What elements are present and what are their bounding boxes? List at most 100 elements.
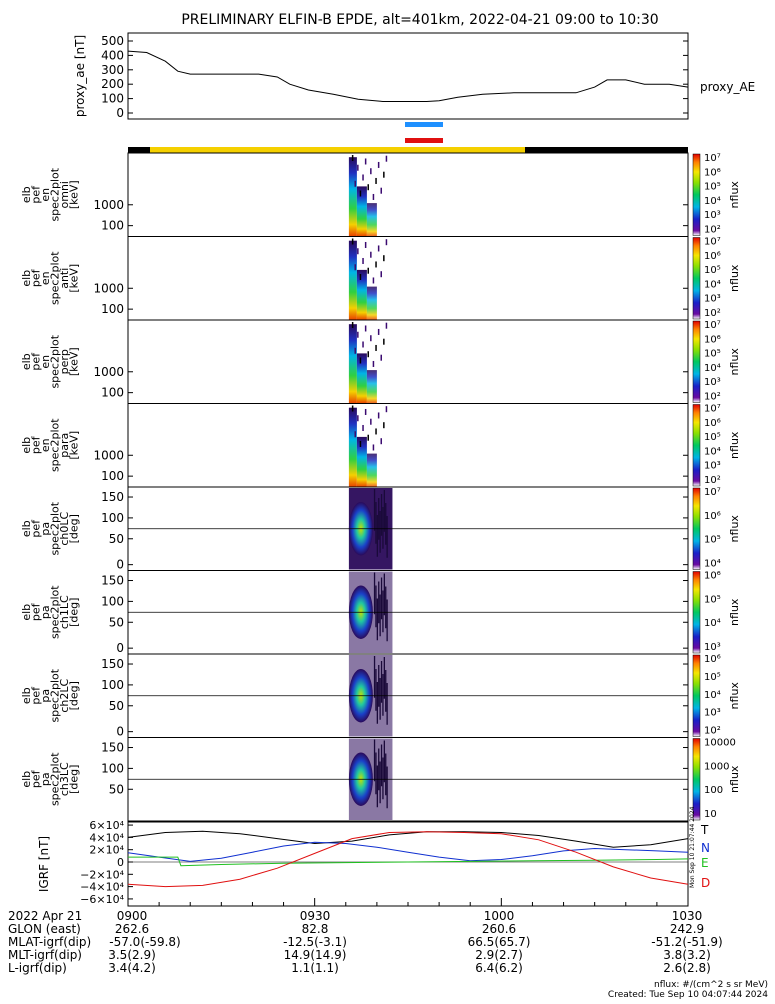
spectrogram-data: [354, 264, 356, 271]
spectrogram-data: [367, 267, 369, 274]
spectrogram-data: [348, 240, 357, 320]
spectrogram-ylabel-line: en: [39, 188, 52, 202]
spectrogram-ylabel-line: en: [39, 271, 52, 285]
proxy-ae-ytick-label: 400: [101, 48, 124, 62]
colorbar-tick-label: 10⁵: [704, 182, 721, 193]
igrf-ytick-label: 4×10⁴: [89, 831, 124, 844]
spectrogram-data: [373, 739, 376, 782]
colorbar-tick-label: 10²: [704, 726, 721, 737]
footer-row-l: L-igrf(dip) 3.4(4.2) 1.1(1.1) 6.4(6.2) 2…: [8, 961, 711, 975]
spectrogram-data: [385, 670, 387, 712]
spectrogram-panels: 1000100elbpefenspec2plotomni[keV]10⁷10⁶1…: [20, 152, 741, 822]
colorbar-tick-label: 10⁴: [704, 618, 721, 629]
spectrogram-data: [362, 257, 364, 264]
spectrogram-ylabel-line: [keV]: [68, 264, 81, 293]
night-bar-right: [525, 147, 688, 153]
colorbar-tick-label: 10⁶: [704, 654, 721, 665]
igrf-legend-N: N: [701, 841, 710, 855]
spectrogram-frame: [127, 319, 689, 404]
igrf-line-T: [127, 830, 689, 848]
spectrogram-ylabel-line: [deg]: [68, 598, 81, 627]
spectrogram-data: [377, 328, 380, 335]
colorbar-tick-label: 10⁵: [704, 535, 721, 546]
footer-row-mlat: MLAT-igrf(dip) -57.0(-59.8) -12.5(-3.1) …: [8, 935, 723, 949]
spectrogram-ylabel-line: elb: [20, 771, 33, 788]
footer-value: -57.0(-59.8): [109, 935, 180, 949]
colorbar-tick-label: 10⁶: [704, 511, 721, 522]
colorbar-tick-label: 10³: [704, 294, 721, 305]
igrf-panel: IGRF [nT] 6×10⁴4×10⁴2×10⁴0−2×10⁴−4×10⁴−6…: [37, 806, 710, 907]
spectrogram-ytick-label: 150: [101, 657, 124, 671]
spectrogram-data: [362, 341, 364, 348]
spectrogram-data: [385, 155, 388, 162]
spectrogram-data: [372, 360, 375, 367]
x-axis-ticks: [127, 898, 689, 906]
colorbar-label: nflux: [728, 431, 741, 459]
colorbar-label: nflux: [728, 598, 741, 626]
spectrogram-ylabel-line: ch1LC: [58, 595, 71, 629]
spectrogram-data: [354, 347, 356, 354]
footer-row-glon: GLON (east) 262.6 82.8 260.6 242.9: [8, 922, 704, 936]
spectrogram-data: [375, 752, 377, 795]
colorbar-tick-label: 10⁷: [704, 404, 721, 415]
colorbar: [692, 237, 701, 320]
colorbar-tick-label: 10⁵: [704, 349, 721, 360]
spectrogram-ylabel-line: en: [39, 438, 52, 452]
spectrogram-data: [383, 657, 385, 699]
spectrogram-data: [377, 161, 380, 168]
spectrogram-data: [379, 761, 381, 804]
spectrogram-data: [357, 331, 359, 338]
spectrogram-data: [383, 171, 385, 178]
colorbar-tick-label: 10⁴: [704, 559, 721, 570]
spectrogram-data: [379, 594, 381, 637]
spectrogram-ylabel-line: perp: [58, 349, 71, 374]
spectrogram-data: [375, 344, 377, 351]
spectrogram-ylabel-line: [deg]: [68, 681, 81, 710]
footer-label: MLT-igrf(dip): [8, 948, 82, 962]
spectrogram-data: [385, 406, 388, 413]
spectrogram-data: [359, 357, 362, 364]
spectrogram-frame: [127, 152, 689, 237]
spectrogram-ylabel-line: spec2plot: [49, 167, 62, 221]
footer-value: 2.6(2.8): [663, 961, 711, 975]
spectrogram-ytick-label: 100: [101, 511, 124, 525]
spectrogram-data: [385, 322, 388, 329]
igrf-side-text: Mon Sep 10 21:07:44 2024: [689, 806, 696, 888]
spectrogram-ylabel-line: omni: [58, 181, 71, 208]
colorbar-tick-label: 10⁵: [704, 594, 721, 605]
igrf-ytick-label: −4×10⁴: [80, 881, 124, 894]
colorbar-tick-label: 10²: [704, 392, 721, 403]
spectrogram-data: [375, 177, 377, 184]
colorbar-tick-label: 10⁷: [704, 237, 721, 248]
proxy-ae-line: [127, 50, 689, 102]
spectrogram-data: [373, 489, 376, 531]
colorbar-tick-label: 10²: [704, 475, 721, 486]
spectrogram-ylabel-line: pef: [30, 185, 43, 204]
spectrogram-data: [383, 338, 385, 345]
spectrogram-data: [380, 438, 382, 445]
footer-value: 2.9(2.7): [475, 948, 523, 962]
spectrogram-data: [351, 238, 354, 245]
colorbar: [692, 404, 701, 487]
spectrogram-data: [375, 428, 377, 435]
colorbar-tick-label: 10⁴: [704, 279, 721, 290]
footer-value: 3.4(4.2): [108, 961, 156, 975]
spectrogram-ytick-label: 50: [109, 782, 124, 796]
spectrogram-data: [386, 516, 388, 558]
spectrogram-data: [359, 190, 362, 197]
spectrogram-ylabel-line: pef: [30, 602, 43, 621]
spectrogram-ylabel-line: [deg]: [68, 514, 81, 543]
spectrogram-ylabel-line: ch0LC: [58, 512, 71, 546]
spectrogram-ylabel-line: elb: [20, 520, 33, 537]
spectrogram-data: [378, 498, 380, 540]
spectrogram-ytick-label: 100: [101, 678, 124, 692]
footer-value: 260.6: [482, 922, 516, 936]
spectrogram-ytick-label: 50: [109, 532, 124, 546]
footer-label: L-igrf(dip): [8, 961, 67, 975]
spectrogram-data: [380, 271, 382, 278]
spectrogram-data: [356, 269, 367, 320]
igrf-ytick-label: −6×10⁴: [80, 893, 124, 906]
